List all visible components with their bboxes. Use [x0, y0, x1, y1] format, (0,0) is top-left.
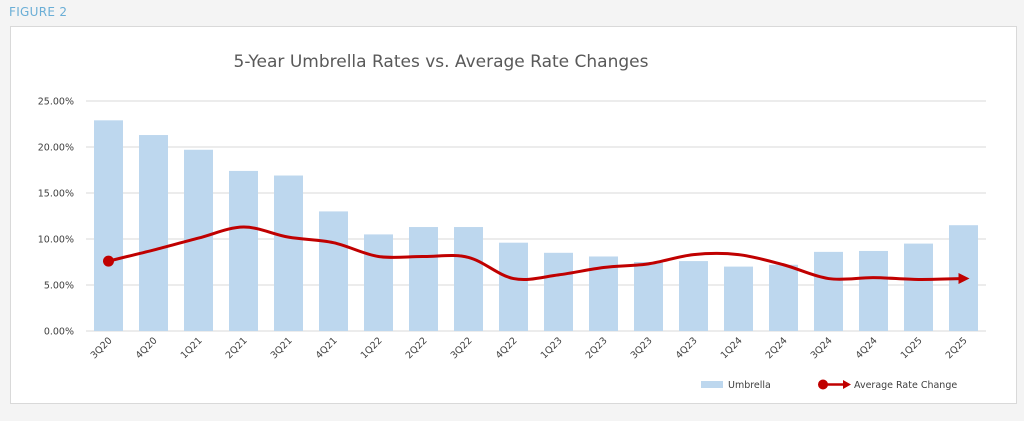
- y-tick-label: 0.00%: [44, 327, 74, 338]
- line-end-arrow: [958, 273, 970, 285]
- umbrella-bar: [859, 250, 888, 331]
- umbrella-bar: [634, 262, 663, 331]
- umbrella-bar: [814, 251, 843, 331]
- x-tick-label: 1Q25: [899, 335, 925, 361]
- x-tick-label: 1Q23: [539, 335, 565, 361]
- x-tick-label: 1Q22: [359, 335, 385, 361]
- umbrella-bar: [364, 234, 393, 331]
- legend-label-umbrella: Umbrella: [728, 380, 771, 391]
- umbrella-bar: [544, 252, 573, 331]
- x-tick-label: 2Q23: [584, 335, 610, 361]
- umbrella-bar: [454, 227, 483, 331]
- legend-swatch-umbrella: [701, 381, 723, 388]
- umbrella-bar: [724, 266, 753, 331]
- x-tick-label: 4Q20: [134, 335, 160, 361]
- chart-card: 5-Year Umbrella Rates vs. Average Rate C…: [10, 26, 1017, 404]
- x-axis-ticks: 3Q20 4Q20 1Q21 2Q21 3Q21 4Q21 1Q22 2Q22 3Q22 4Q22…: [89, 335, 970, 361]
- legend-arrow-average-rate-change: [843, 380, 851, 389]
- legend-label-average-rate-change: Average Rate Change: [854, 380, 957, 391]
- x-tick-label: 4Q23: [674, 335, 700, 361]
- umbrella-bars: [94, 120, 978, 331]
- x-tick-label: 2Q22: [404, 335, 430, 361]
- x-tick-label: 4Q21: [314, 335, 340, 361]
- y-tick-label: 10.00%: [38, 235, 74, 246]
- x-tick-label: 4Q22: [494, 335, 520, 361]
- x-tick-label: 2Q21: [224, 335, 250, 361]
- umbrella-bar: [319, 211, 348, 331]
- umbrella-bar: [904, 243, 933, 331]
- x-tick-label: 3Q21: [269, 335, 295, 361]
- x-tick-label: 3Q22: [449, 335, 475, 361]
- umbrella-bar: [94, 120, 123, 331]
- umbrella-bar: [679, 261, 708, 331]
- figure-label: FIGURE 2: [9, 5, 68, 19]
- y-tick-label: 5.00%: [44, 281, 74, 292]
- legend-marker-average-rate-change: [818, 379, 828, 390]
- umbrella-bar: [229, 170, 258, 331]
- umbrella-bar: [274, 175, 303, 331]
- x-tick-label: 3Q23: [629, 335, 655, 361]
- umbrella-bar: [139, 135, 168, 331]
- y-tick-label: 25.00%: [38, 97, 74, 108]
- x-tick-label: 2Q24: [764, 335, 790, 361]
- legend: Umbrella Average Rate Change: [701, 379, 957, 391]
- line-start-marker: [103, 255, 114, 267]
- umbrella-bar: [499, 242, 528, 331]
- x-tick-label: 1Q24: [719, 335, 745, 361]
- x-tick-label: 3Q20: [89, 335, 115, 361]
- x-tick-label: 2Q25: [944, 335, 970, 361]
- y-tick-label: 15.00%: [38, 189, 74, 200]
- y-axis-ticks: 0.00% 5.00% 10.00% 15.00% 20.00% 25.00%: [38, 97, 74, 338]
- average-rate-change-line: [103, 225, 970, 285]
- umbrella-bar: [769, 264, 798, 331]
- x-tick-label: 4Q24: [854, 335, 880, 361]
- rate-chart: 5-Year Umbrella Rates vs. Average Rate C…: [38, 52, 986, 391]
- x-tick-label: 3Q24: [809, 335, 835, 361]
- average-rate-change-path: [108, 225, 964, 281]
- x-tick-label: 1Q21: [179, 335, 205, 361]
- y-tick-label: 20.00%: [38, 143, 74, 154]
- umbrella-bar: [409, 227, 438, 331]
- chart-title: 5-Year Umbrella Rates vs. Average Rate C…: [234, 52, 649, 72]
- gridlines: [86, 100, 986, 332]
